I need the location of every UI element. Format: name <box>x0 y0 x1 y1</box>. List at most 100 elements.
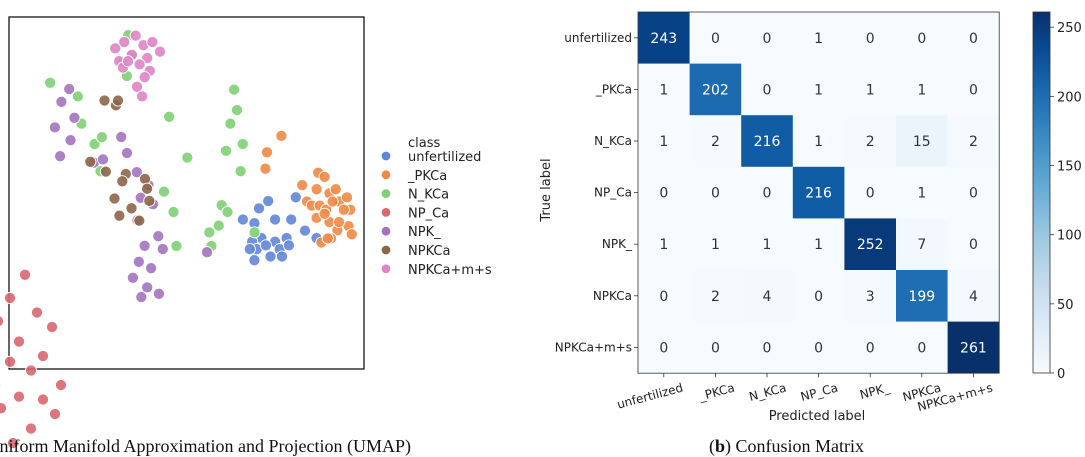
point-np-ca <box>3 355 17 368</box>
cm-cell <box>896 166 948 219</box>
legend-label: N_KCa <box>408 188 449 203</box>
point-npkca-m-s <box>133 58 146 71</box>
point-pkca <box>326 195 339 208</box>
point-pkca <box>318 207 331 220</box>
cm-cell <box>741 12 794 64</box>
cm-value: 1 <box>866 82 875 98</box>
cm-cell <box>741 218 794 271</box>
point-npkca-m-s <box>146 35 159 49</box>
cm-cell <box>947 321 1000 374</box>
cm-value: 0 <box>917 31 926 47</box>
cm-cell <box>792 166 845 219</box>
point-npkca <box>108 192 121 205</box>
point-n-kca <box>230 103 244 117</box>
point-npk <box>200 246 214 259</box>
cm-cell <box>844 63 897 116</box>
cm-cell <box>638 115 690 168</box>
confusion-matrix-panel: 243 0 0 1 0 0 01 202 0 1 1 1 01 2 216 1 2 15 20 0 0 216 0 1 01 1 1… <box>539 11 1082 424</box>
cm-value: 1 <box>917 186 926 202</box>
cm-cell <box>792 63 845 116</box>
point-np-ca <box>24 422 38 435</box>
point-npkca <box>138 172 152 185</box>
legend-item-npkca-m-s: NPKCa+m+s <box>380 263 492 278</box>
point-unfertilized <box>262 194 275 208</box>
cm-value: 2 <box>969 134 978 150</box>
colorbar: 0 50 100 150 200 250 <box>1032 11 1082 382</box>
x-tick-label: N_KCa <box>748 381 788 404</box>
point-pkca <box>310 183 323 196</box>
cm-value: 1 <box>659 82 668 98</box>
cm-value: 0 <box>866 340 875 356</box>
point-npkca-m-s <box>130 80 144 93</box>
cm-value: 0 <box>659 289 668 305</box>
cm-value: 0 <box>917 340 926 356</box>
cm-cell <box>896 63 948 116</box>
cm-cell <box>741 321 794 374</box>
x-tick-label: NP_Ca <box>799 381 839 404</box>
cm-value: 0 <box>763 340 772 356</box>
point-npk <box>68 111 81 124</box>
point-npk <box>135 290 148 304</box>
cm-cell <box>689 12 742 64</box>
cm-cell <box>689 321 742 374</box>
point-npk <box>132 255 145 268</box>
point-npkca-m-s <box>121 55 135 68</box>
cm-cell <box>638 166 690 219</box>
cm-cell <box>638 270 690 322</box>
point-pkca <box>337 203 350 216</box>
point-npkca <box>113 209 126 222</box>
point-n-kca <box>221 205 234 219</box>
cm-cell <box>896 115 948 168</box>
series-n-kca <box>44 29 261 253</box>
cm-cell <box>947 12 1000 64</box>
point-n-kca <box>234 165 247 178</box>
point-npkca-m-s <box>118 35 131 49</box>
cm-value: 7 <box>917 237 926 253</box>
cm-cell <box>638 12 690 64</box>
point-npk <box>141 281 154 294</box>
cm-value: 2 <box>866 134 875 150</box>
point-npkca <box>98 94 111 107</box>
y-tick-label: _PKCa <box>595 82 632 96</box>
caption-a-text: Uniform Manifold Approximation and Proje… <box>0 436 411 456</box>
y-tick-label: NPKCa <box>593 289 632 303</box>
y-tick-label: NP_Ca <box>594 186 632 200</box>
series-pkca <box>259 129 358 249</box>
legend-marker <box>380 169 392 181</box>
point-unfertilized <box>275 250 289 263</box>
cm-value: 4 <box>763 289 772 305</box>
cm-value: 1 <box>814 134 823 150</box>
point-n-kca <box>163 110 176 123</box>
point-np-ca <box>24 364 38 377</box>
cm-value: 1 <box>711 237 720 253</box>
cm-value: 1 <box>917 82 926 98</box>
cm-cell <box>844 12 897 64</box>
y-tick-label: NPKCa+m+s <box>555 340 632 354</box>
legend-item-npkca: NPKCa <box>380 244 450 259</box>
point-unfertilized <box>289 191 302 204</box>
cm-cell <box>947 63 1000 116</box>
point-npkca-m-s <box>109 42 122 55</box>
point-np-ca <box>45 320 59 334</box>
colorbar-tick-label: 200 <box>1057 90 1082 105</box>
point-npk <box>55 95 68 108</box>
point-pkca <box>345 228 358 241</box>
cm-cell <box>947 166 1000 219</box>
colorbar-tick-label: 250 <box>1057 21 1082 36</box>
point-np-ca <box>0 381 2 389</box>
point-n-kca <box>219 144 233 157</box>
point-npkca <box>143 194 156 207</box>
cm-cell <box>896 218 948 271</box>
point-np-ca <box>0 315 5 327</box>
legend-item-n-kca: N_KCa <box>380 188 449 203</box>
point-np-ca <box>12 390 26 403</box>
cm-value: 0 <box>711 186 720 202</box>
cm-value: 1 <box>763 237 772 253</box>
x-tick-labels: unfertilized _PKCa N_KCa NP_Ca NPK_ NPKCaNPKC… <box>615 373 994 414</box>
cm-value: 0 <box>659 186 668 202</box>
cm-cell <box>792 115 845 168</box>
point-n-kca <box>212 219 225 232</box>
point-npk <box>145 262 158 275</box>
colorbar-tick-label: 50 <box>1057 298 1074 313</box>
